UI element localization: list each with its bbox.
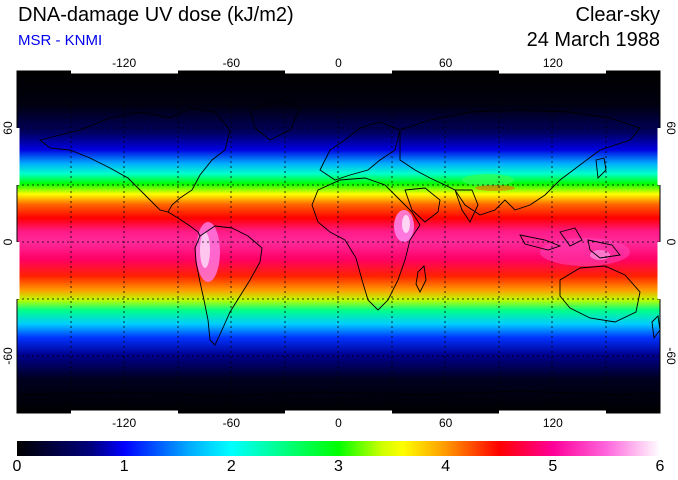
longitude-labels-bottom: -120 -60 0 60 120 [112,416,563,430]
colorbar-tick-label: 1 [119,458,129,475]
colorbar [17,441,660,456]
chart-title: DNA-damage UV dose (kJ/m2) [18,4,294,26]
sky-condition-label: Clear-sky [575,4,660,26]
graticule [17,71,660,413]
longitude-tick-label: 0 [335,56,342,70]
coastlines [19,99,660,397]
latitude-tick-label: 60 [1,121,15,135]
longitude-tick-label: -60 [223,56,241,70]
latitude-labels-left: 60 0 -60 [1,121,15,365]
latitude-tick-label: 0 [664,239,678,246]
longitude-labels-top: -120 -60 0 60 120 [112,56,563,70]
latitude-tick-label: -60 [664,347,678,365]
latitude-tick-label: 60 [664,121,678,135]
latitude-labels-right: 60 0 -60 [664,121,678,365]
longitude-tick-label: 60 [439,416,453,430]
longitude-tick-label: -60 [223,416,241,430]
colorbar-tick-label: 4 [441,458,451,475]
longitude-tick-label: 120 [543,56,563,70]
latitude-tick-label: 0 [1,238,15,245]
colorbar-tick-label: 5 [548,458,558,475]
colorbar-tick-label: 6 [655,458,665,475]
longitude-tick-label: 60 [439,56,453,70]
frame-ticks [16,70,661,414]
colorbar-tick-label: 2 [226,458,236,475]
date-label: 24 March 1988 [526,29,660,51]
longitude-tick-label: 0 [335,416,342,430]
latitude-tick-label: -60 [1,347,15,365]
colorbar-tick-label: 3 [334,458,343,475]
data-source-credit: MSR - KNMI [18,32,103,49]
longitude-tick-label: 120 [543,416,563,430]
longitude-tick-label: -120 [112,56,136,70]
uv-field-highlights [196,174,630,282]
longitude-tick-label: -120 [112,416,136,430]
colorbar-tick-label: 0 [12,458,22,475]
